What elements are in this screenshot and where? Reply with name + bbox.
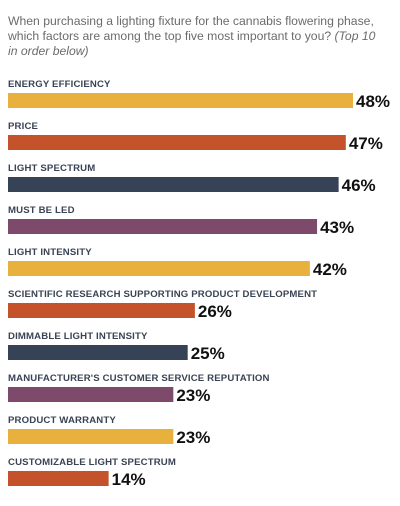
category-label-must-be-led: MUST BE LED	[8, 205, 75, 216]
bar-light-intensity	[8, 261, 310, 276]
question-note: (Top 10 in order below)	[8, 29, 376, 58]
value-label-energy-efficiency: 48%	[356, 92, 390, 111]
value-label-dimmable-light-intensity: 25%	[191, 344, 225, 363]
bar-scientific-research-supporting-product-development	[8, 303, 195, 318]
category-label-dimmable-light-intensity: DIMMABLE LIGHT INTENSITY	[8, 331, 148, 342]
value-label-product-warranty: 23%	[176, 428, 210, 447]
question-text: When purchasing a lighting fixture for t…	[8, 14, 374, 43]
survey-question: When purchasing a lighting fixture for t…	[8, 14, 388, 59]
category-label-light-spectrum: LIGHT SPECTRUM	[8, 163, 95, 174]
value-label-price: 47%	[349, 134, 383, 153]
category-label-light-intensity: LIGHT INTENSITY	[8, 247, 92, 258]
bar-dimmable-light-intensity	[8, 345, 188, 360]
category-label-product-warranty: PRODUCT WARRANTY	[8, 415, 116, 426]
bar-product-warranty	[8, 429, 174, 444]
value-label-scientific-research-supporting-product-development: 26%	[198, 302, 232, 321]
category-label-price: PRICE	[8, 121, 39, 132]
value-label-customizable-light-spectrum: 14%	[112, 470, 146, 489]
bar-energy-efficiency	[8, 93, 353, 108]
bar-manufacturer-s-customer-service-reputation	[8, 387, 174, 402]
value-label-must-be-led: 43%	[320, 218, 354, 237]
bar-price	[8, 135, 346, 150]
bar-customizable-light-spectrum	[8, 471, 109, 486]
category-label-customizable-light-spectrum: CUSTOMIZABLE LIGHT SPECTRUM	[8, 457, 176, 468]
category-label-energy-efficiency: ENERGY EFFICIENCY	[8, 79, 111, 90]
value-label-light-intensity: 42%	[313, 260, 347, 279]
category-label-manufacturer-s-customer-service-reputation: MANUFACTURER'S CUSTOMER SERVICE REPUTATI…	[8, 373, 270, 384]
category-label-scientific-research-supporting-product-development: SCIENTIFIC RESEARCH SUPPORTING PRODUCT D…	[8, 289, 317, 300]
value-label-light-spectrum: 46%	[342, 176, 376, 195]
bar-light-spectrum	[8, 177, 339, 192]
bar-must-be-led	[8, 219, 318, 234]
value-label-manufacturer-s-customer-service-reputation: 23%	[176, 386, 210, 405]
